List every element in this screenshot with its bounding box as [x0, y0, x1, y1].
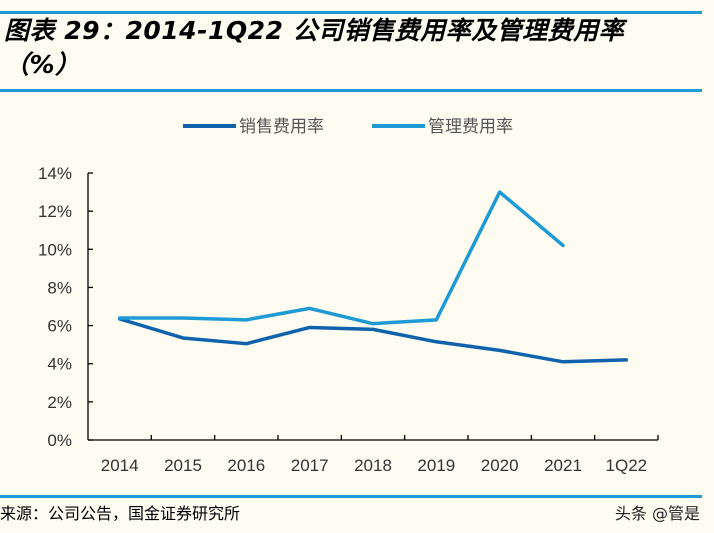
figure-title: 图表 29：2014-1Q22 公司销售费用率及管理费用率 （%）: [4, 14, 714, 82]
watermark: 头条 @管是: [614, 504, 700, 523]
y-tick-label: 4%: [47, 355, 72, 374]
legend-label-2: 管理费用率: [428, 117, 513, 137]
y-tick-label: 14%: [38, 164, 72, 183]
title-bottom-rule: [0, 89, 702, 92]
x-tick-label: 1Q22: [606, 456, 648, 475]
x-tick-label: 2021: [544, 456, 582, 475]
x-tick-label: 2017: [291, 456, 329, 475]
source-note: 来源：公司公告，国金证券研究所: [0, 504, 241, 523]
y-tick-label: 2%: [47, 393, 72, 412]
y-tick-label: 6%: [47, 317, 72, 336]
line-chart: 0% 2% 4% 6% 8% 10% 12% 14% 2014 2015 2016 2017 2018 2…: [38, 117, 659, 475]
title-line-1: 图表 29：2014-1Q22 公司销售费用率及管理费用率: [4, 16, 625, 45]
x-tick-label: 2016: [227, 456, 265, 475]
x-tick-label: 2019: [417, 456, 455, 475]
title-line-2: （%）: [4, 50, 81, 79]
x-tick-label: 2020: [481, 456, 519, 475]
footer-rule: [0, 495, 702, 498]
legend-label-1: 销售费用率: [239, 117, 324, 137]
y-tick-label: 0%: [47, 431, 72, 450]
x-tick-label: 2018: [354, 456, 392, 475]
top-rule: [0, 11, 702, 14]
x-tick-label: 2015: [164, 456, 202, 475]
x-tick-label: 2014: [101, 456, 139, 475]
series-line-2: [117, 190, 565, 326]
y-tick-label: 12%: [38, 202, 72, 221]
y-tick-label: 10%: [38, 240, 72, 259]
y-tick-label: 8%: [47, 278, 72, 297]
